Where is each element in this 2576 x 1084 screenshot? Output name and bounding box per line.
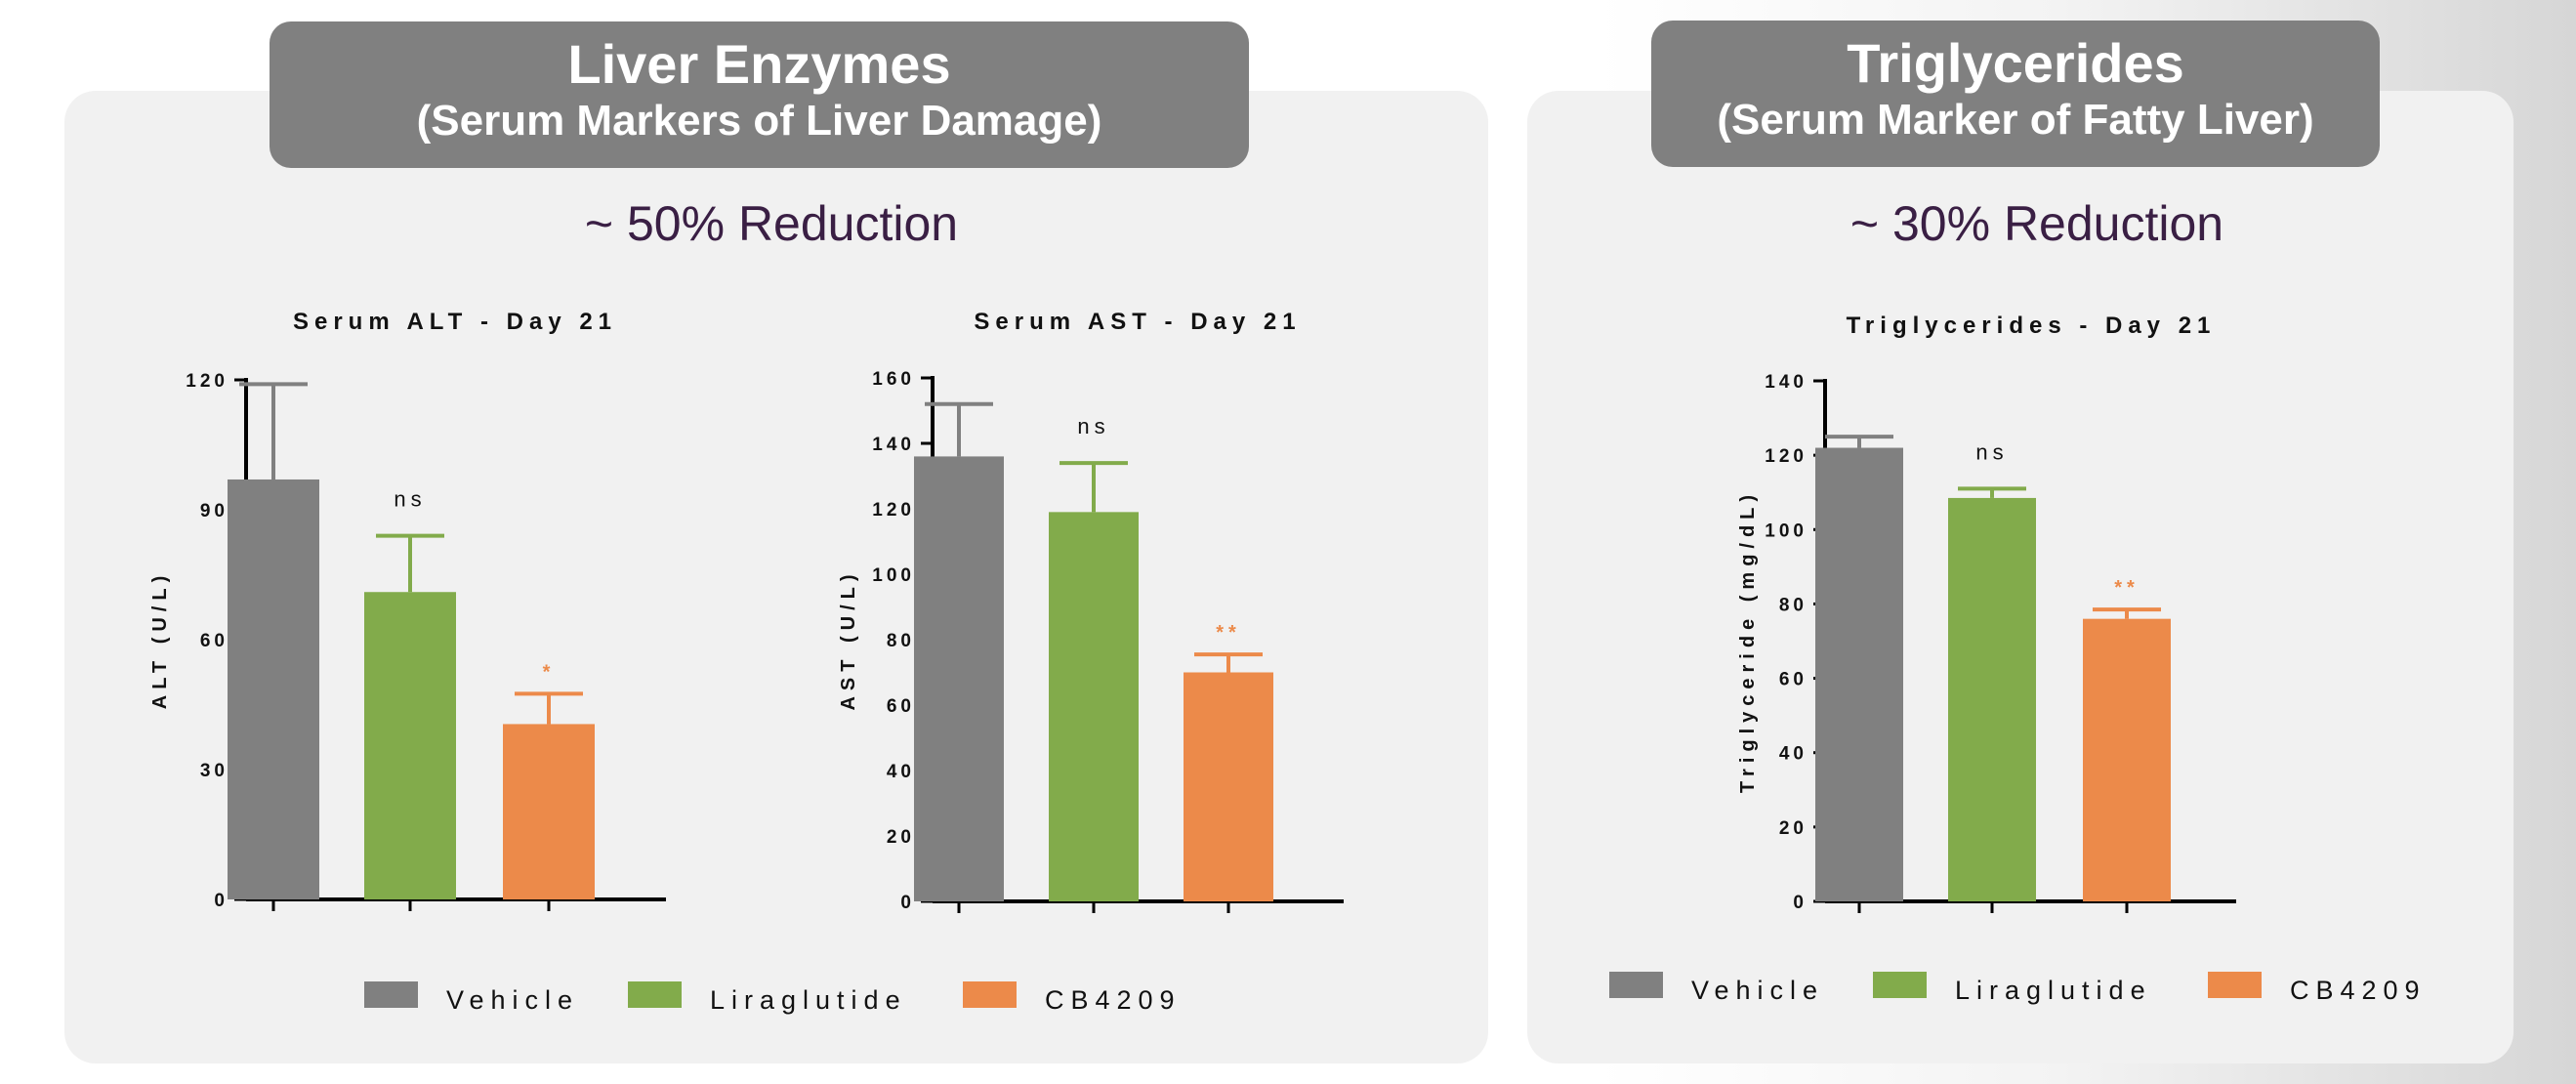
legend-swatch-cb4209 [963,981,1017,1008]
liver-enzymes-subtitle: (Serum Markers of Liver Damage) [416,97,1102,145]
y-tick-label: 120 [872,500,915,521]
y-tick-label: 120 [186,371,229,392]
legend-swatch-liraglutide [628,981,682,1008]
chart-2: Serum AST - Day 21 0 20 40 60 80 100 120 140 160 A… [838,309,1344,913]
triglycerides-subtitle: (Serum Marker of Fatty Liver) [1717,96,2314,144]
bar-liraglutide [1049,512,1139,901]
y-tick-label: 140 [1765,372,1807,393]
bar-liraglutide [1948,497,2036,901]
y-tick-label: 90 [200,501,229,521]
y-axis-label: ALT (U/L) [149,570,171,710]
significance-label: ** [2114,577,2140,599]
bar-liraglutide [364,592,456,899]
legend-label-cb4209: CB4209 [2290,976,2427,1005]
chart-1: Serum ALT - Day 21 0 30 60 90 120 ALT (U/L) ns * [149,309,666,911]
legend-label-liraglutide: Liraglutide [710,985,907,1015]
y-axis-label: AST (U/L) [838,568,859,710]
significance-label: ns [394,487,426,512]
bar-cb4209 [503,724,595,899]
y-tick-label: 80 [887,631,915,651]
chart-title: Serum AST - Day 21 [974,309,1301,335]
legend-label-vehicle: Vehicle [446,985,580,1015]
triglycerides-title-box: Triglycerides (Serum Marker of Fatty Liv… [1651,21,2380,167]
legend-label-liraglutide: Liraglutide [1955,976,2152,1005]
y-tick-label: 30 [200,761,229,781]
y-tick-label: 80 [1779,595,1807,615]
significance-label: ** [1216,622,1241,644]
y-tick-label: 140 [872,435,915,455]
legend-swatch-vehicle [1609,972,1663,998]
y-tick-label: 60 [200,631,229,651]
y-tick-label: 160 [872,369,915,390]
bar-cb4209 [1184,672,1273,901]
bar-vehicle [1815,447,1903,901]
chart-title: Triglycerides - Day 21 [1847,313,2217,339]
chart-title: Serum ALT - Day 21 [293,309,617,335]
y-tick-label: 40 [887,762,915,782]
y-tick-label: 120 [1765,446,1807,467]
y-tick-label: 60 [887,696,915,717]
significance-label: ns [1975,439,2008,464]
significance-label: * [543,661,556,683]
triglycerides-title: Triglycerides [1847,32,2184,94]
y-tick-label: 20 [1779,818,1807,839]
y-axis-label: Triglyceride (mg/dL) [1737,489,1759,793]
y-tick-label: 40 [1779,744,1807,765]
liver-enzymes-title: Liver Enzymes [567,33,951,95]
legend-label-cb4209: CB4209 [1045,985,1182,1015]
liver-reduction-text: ~ 50% Reduction [584,196,959,251]
bar-cb4209 [2083,618,2171,901]
legend-swatch-liraglutide [1873,972,1927,998]
significance-label: ns [1077,414,1109,438]
y-tick-label: 100 [1765,521,1807,541]
legend-label-vehicle: Vehicle [1691,976,1825,1005]
liver-enzymes-title-box: Liver Enzymes (Serum Markers of Liver Da… [270,21,1249,168]
chart-3: Triglycerides - Day 21 0 20 40 60 80 100 120 140… [1737,313,2236,913]
tg-reduction-text: ~ 30% Reduction [1849,196,2224,251]
y-tick-label: 0 [214,891,229,911]
y-tick-label: 0 [1793,893,1807,913]
legend-swatch-cb4209 [2208,972,2262,998]
y-tick-label: 0 [900,893,915,913]
bar-vehicle [914,456,1004,901]
y-tick-label: 60 [1779,670,1807,690]
legend-swatch-vehicle [364,981,418,1008]
bar-vehicle [228,479,319,899]
y-tick-label: 20 [887,827,915,848]
y-tick-label: 100 [872,565,915,586]
